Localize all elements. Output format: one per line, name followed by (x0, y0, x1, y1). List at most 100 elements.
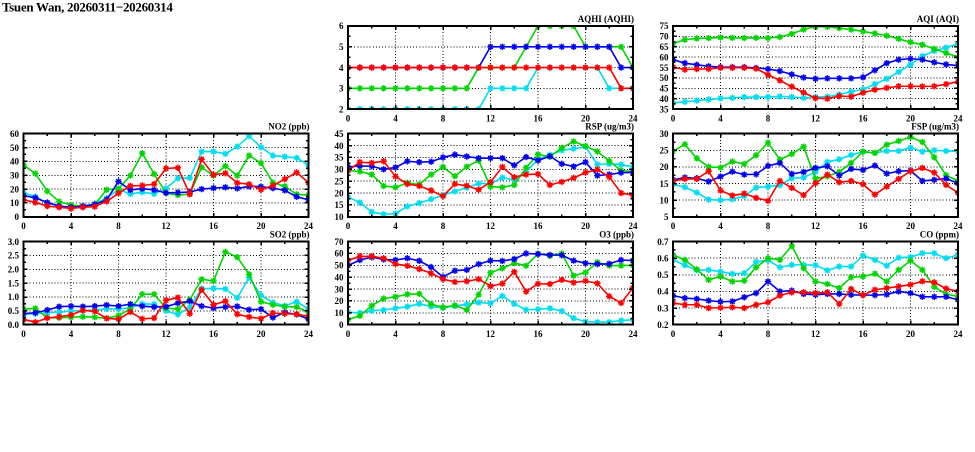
svg-text:1.0: 1.0 (8, 292, 20, 302)
svg-text:4: 4 (718, 329, 723, 339)
svg-text:75: 75 (660, 21, 670, 31)
svg-text:24: 24 (304, 329, 314, 339)
svg-text:40: 40 (660, 94, 670, 104)
svg-text:60: 60 (335, 249, 345, 259)
svg-text:4: 4 (718, 113, 723, 123)
svg-text:4: 4 (69, 329, 74, 339)
svg-text:0.2: 0.2 (657, 320, 669, 330)
svg-text:40: 40 (335, 141, 345, 151)
svg-text:30: 30 (660, 129, 670, 139)
svg-text:0: 0 (671, 329, 676, 339)
svg-text:10: 10 (335, 308, 345, 318)
svg-text:50: 50 (335, 261, 345, 271)
svg-text:30: 30 (335, 165, 345, 175)
svg-text:20: 20 (906, 113, 916, 123)
svg-text:15: 15 (660, 179, 670, 189)
svg-text:20: 20 (335, 296, 345, 306)
svg-text:0: 0 (15, 212, 20, 222)
svg-text:AQHI (AQHI): AQHI (AQHI) (578, 14, 634, 24)
svg-text:16: 16 (534, 329, 544, 339)
svg-text:35: 35 (335, 153, 345, 163)
svg-text:8: 8 (441, 221, 446, 231)
svg-text:0: 0 (339, 320, 344, 330)
svg-text:16: 16 (534, 221, 544, 231)
svg-text:60: 60 (660, 52, 670, 62)
svg-text:16: 16 (534, 113, 544, 123)
svg-text:0.5: 0.5 (8, 306, 20, 316)
svg-text:2.0: 2.0 (8, 265, 20, 275)
svg-text:CO (ppm): CO (ppm) (920, 230, 959, 240)
svg-text:24: 24 (629, 221, 639, 231)
svg-text:8: 8 (441, 329, 446, 339)
svg-text:24: 24 (954, 329, 964, 339)
svg-text:12: 12 (486, 113, 496, 123)
svg-text:8: 8 (766, 221, 771, 231)
svg-text:0.4: 0.4 (657, 287, 669, 297)
svg-text:RSP (ug/m3): RSP (ug/m3) (585, 122, 634, 132)
svg-text:25: 25 (660, 146, 670, 156)
svg-text:40: 40 (10, 157, 20, 167)
svg-text:20: 20 (906, 221, 916, 231)
svg-text:0: 0 (671, 113, 676, 123)
svg-text:12: 12 (811, 329, 821, 339)
svg-text:10: 10 (335, 212, 345, 222)
svg-text:8: 8 (766, 329, 771, 339)
svg-text:5: 5 (664, 212, 669, 222)
svg-text:70: 70 (660, 32, 670, 42)
svg-text:20: 20 (660, 162, 670, 172)
svg-text:0: 0 (346, 221, 351, 231)
svg-text:8: 8 (116, 221, 121, 231)
svg-text:16: 16 (859, 329, 869, 339)
svg-text:24: 24 (629, 113, 639, 123)
svg-text:2: 2 (339, 104, 344, 114)
svg-text:4: 4 (393, 113, 398, 123)
svg-text:16: 16 (859, 221, 869, 231)
svg-text:AQI (AQI): AQI (AQI) (917, 14, 959, 24)
svg-text:70: 70 (335, 237, 345, 247)
svg-text:10: 10 (10, 198, 20, 208)
svg-text:12: 12 (811, 221, 821, 231)
svg-text:0.6: 0.6 (657, 253, 669, 263)
svg-text:12: 12 (162, 221, 172, 231)
svg-text:24: 24 (629, 329, 639, 339)
svg-text:20: 20 (581, 329, 591, 339)
svg-text:5: 5 (339, 42, 344, 52)
svg-text:0: 0 (671, 221, 676, 231)
svg-text:24: 24 (304, 221, 314, 231)
svg-text:12: 12 (811, 113, 821, 123)
svg-text:16: 16 (209, 329, 219, 339)
svg-text:0: 0 (346, 329, 351, 339)
svg-text:0.0: 0.0 (8, 320, 20, 330)
svg-text:0.7: 0.7 (657, 237, 669, 247)
svg-text:0: 0 (21, 221, 26, 231)
svg-text:30: 30 (10, 170, 20, 180)
svg-text:8: 8 (766, 113, 771, 123)
svg-text:4: 4 (393, 221, 398, 231)
svg-text:15: 15 (335, 200, 345, 210)
svg-text:SO2 (ppb): SO2 (ppb) (270, 230, 310, 240)
svg-text:8: 8 (116, 329, 121, 339)
svg-text:4: 4 (339, 63, 344, 73)
svg-text:0: 0 (346, 113, 351, 123)
svg-text:20: 20 (581, 113, 591, 123)
svg-text:45: 45 (335, 129, 345, 139)
svg-text:2.5: 2.5 (8, 251, 20, 261)
svg-text:FSP (ug/m3): FSP (ug/m3) (911, 122, 959, 132)
svg-text:8: 8 (441, 113, 446, 123)
svg-text:30: 30 (335, 284, 345, 294)
svg-text:3.0: 3.0 (8, 237, 20, 247)
svg-text:4: 4 (718, 221, 723, 231)
svg-text:40: 40 (335, 272, 345, 282)
svg-text:4: 4 (69, 221, 74, 231)
svg-text:O3 (ppb): O3 (ppb) (599, 230, 634, 240)
svg-text:NO2 (ppb): NO2 (ppb) (268, 122, 309, 132)
svg-text:20: 20 (10, 184, 20, 194)
svg-text:1.5: 1.5 (8, 278, 20, 288)
svg-text:10: 10 (660, 195, 670, 205)
svg-text:3: 3 (339, 84, 344, 94)
svg-text:20: 20 (257, 329, 267, 339)
svg-text:12: 12 (162, 329, 172, 339)
svg-text:50: 50 (660, 73, 670, 83)
svg-text:35: 35 (660, 104, 670, 114)
svg-text:25: 25 (335, 176, 345, 186)
